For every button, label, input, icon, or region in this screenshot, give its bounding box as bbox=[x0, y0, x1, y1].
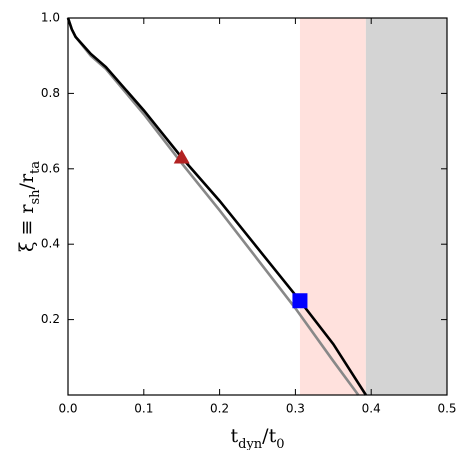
x-tick-label: 0.3 bbox=[286, 402, 305, 416]
x-tick-label: 0.5 bbox=[437, 402, 456, 416]
x-axis-label-part: t bbox=[230, 425, 238, 447]
y-axis-label-part: /r bbox=[16, 173, 38, 189]
x-tick-label: 0.0 bbox=[58, 402, 77, 416]
x-axis-label-part: /t bbox=[262, 425, 276, 447]
x-axis-label-part: dyn bbox=[238, 437, 263, 450]
y-axis-label: ξ ≡ rsh/rta bbox=[16, 161, 43, 252]
x-axis-label: tdyn/t0 bbox=[230, 425, 284, 450]
x-tick-label: 0.4 bbox=[362, 402, 381, 416]
y-tick-label: 0.2 bbox=[41, 312, 60, 326]
triangle-marker bbox=[173, 149, 190, 164]
y-axis-label-part: ξ ≡ r bbox=[16, 204, 38, 252]
y-axis-label-part: ta bbox=[28, 161, 43, 174]
y-axis-label-part: sh bbox=[28, 189, 43, 205]
square-marker bbox=[292, 293, 308, 309]
y-tick-label: 0.8 bbox=[41, 86, 60, 100]
x-tick-label: 0.2 bbox=[210, 402, 229, 416]
shaded-region bbox=[365, 18, 447, 395]
y-tick-label: 0.4 bbox=[41, 237, 60, 251]
y-tick-label: 1.0 bbox=[41, 11, 60, 25]
x-axis-label-part: 0 bbox=[276, 437, 284, 450]
plot-frame bbox=[67, 17, 448, 396]
x-tick-label: 0.1 bbox=[134, 402, 153, 416]
y-tick-label: 0.6 bbox=[41, 161, 60, 175]
shaded-region bbox=[299, 18, 366, 395]
